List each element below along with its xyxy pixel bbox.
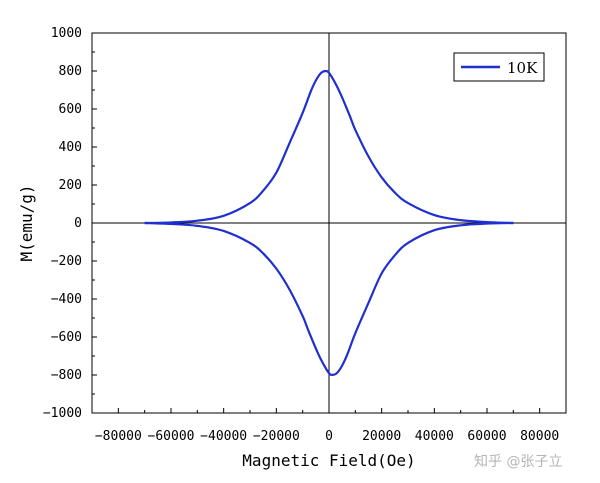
y-tick-label: −600 [51, 330, 82, 345]
x-tick-label: −20000 [253, 429, 300, 444]
y-tick-label: 0 [74, 216, 82, 231]
x-tick-label: 20000 [362, 429, 401, 444]
x-tick-label: −40000 [200, 429, 247, 444]
y-tick-label: 400 [59, 140, 82, 155]
legend: 10K [453, 52, 545, 82]
y-axis-label: M(emu/g) [17, 184, 36, 261]
x-axis-label: Magnetic Field(Oe) [242, 451, 415, 470]
y-tick-label: −1000 [43, 406, 82, 421]
y-axis-ticks: −1000 −800 −600 −400 −200 0 200 400 600 800 1000 [43, 26, 97, 421]
series-group [144, 69, 514, 377]
x-tick-label: 60000 [467, 429, 506, 444]
y-tick-label: −400 [51, 292, 82, 307]
legend-label: 10K [507, 59, 538, 77]
x-tick-label: 40000 [415, 429, 454, 444]
x-tick-label: 80000 [520, 429, 559, 444]
y-tick-label: 200 [59, 178, 82, 193]
series-line-0-branch-0 [144, 69, 514, 225]
y-tick-label: −200 [51, 254, 82, 269]
y-tick-label: 800 [59, 64, 82, 79]
series-line-0-branch-1 [144, 221, 514, 377]
watermark: 知乎 @张子立 [474, 453, 562, 470]
y-tick-label: 1000 [51, 26, 82, 41]
x-tick-label: 0 [325, 429, 333, 444]
y-tick-label: −800 [51, 368, 82, 383]
y-tick-label: 600 [59, 102, 82, 117]
x-tick-label: −60000 [148, 429, 195, 444]
x-tick-label: −80000 [95, 429, 142, 444]
x-axis-ticks: −80000 −60000 −40000 −20000 0 20000 40000 60000… [91, 408, 567, 444]
